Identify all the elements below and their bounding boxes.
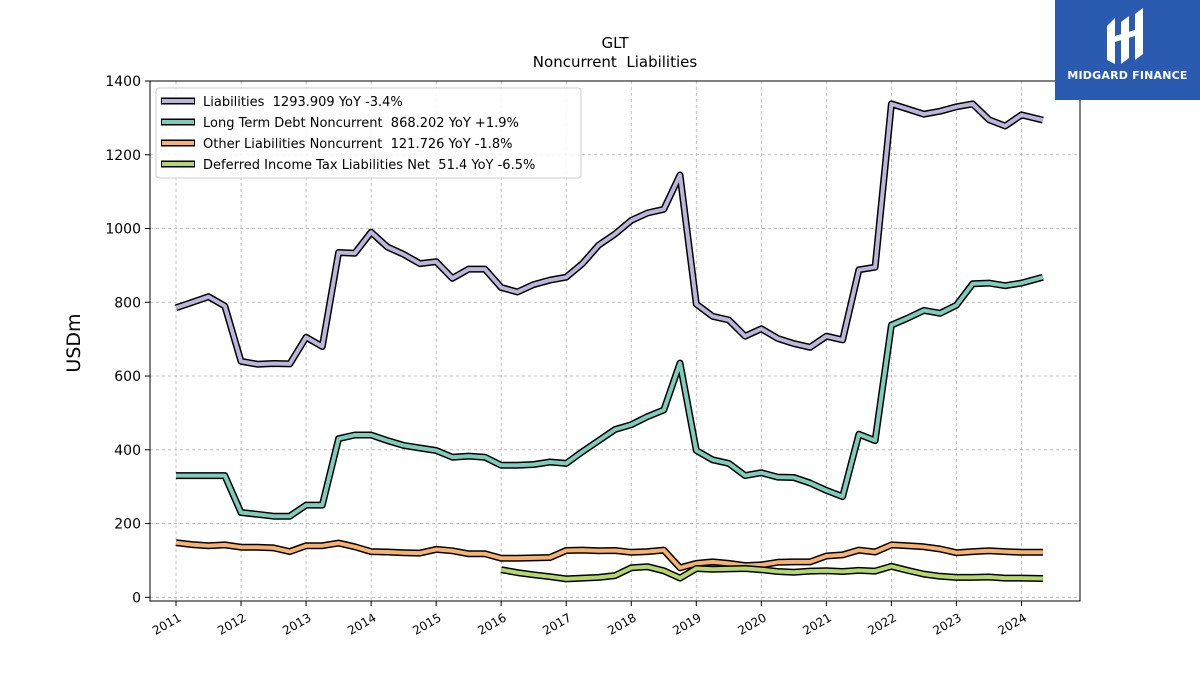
legend-label: Other Liabilities Noncurrent 121.726 YoY… <box>203 137 513 152</box>
legend: Liabilities 1293.909 YoY -3.4% Long Term … <box>155 87 582 179</box>
chart-title: GLT <box>601 34 629 52</box>
x-tick-label: 2024 <box>996 610 1029 637</box>
series-line-1 <box>175 101 1044 367</box>
x-tick-label: 2020 <box>735 610 768 637</box>
x-tick-label: 2022 <box>865 610 898 637</box>
logo-text: MIDGARD FINANCE <box>1067 69 1188 82</box>
y-tick-label: 0 <box>132 590 141 606</box>
series-lines <box>174 100 1044 583</box>
brand-logo: MIDGARD FINANCE <box>1055 0 1200 100</box>
series-line-3 <box>175 540 1043 570</box>
y-tick-label: 1200 <box>105 148 141 164</box>
x-tick-label: 2023 <box>930 610 963 637</box>
legend-label: Long Term Debt Noncurrent 868.202 YoY +1… <box>203 116 519 131</box>
plot-frame <box>149 80 1081 602</box>
legend-box <box>155 87 582 179</box>
x-tick-label: 2014 <box>345 610 378 637</box>
y-tick-label: 200 <box>114 517 141 533</box>
legend-label: Deferred Income Tax Liabilities Net 51.4… <box>203 158 535 173</box>
y-tick-label: 400 <box>114 443 141 459</box>
y-ticks: 0 200 400 600 800 1000 1200 1400 <box>105 74 150 606</box>
legend-label: Liabilities 1293.909 YoY -3.4% <box>203 95 403 110</box>
series-line-2 <box>176 275 1044 519</box>
y-tick-label: 600 <box>114 369 141 385</box>
series-line-4 <box>500 564 1043 581</box>
x-tick-label: 2018 <box>605 610 638 637</box>
x-ticks: 2011 2012 2013 2014 2015 2016 2017 2018 2019 2020… <box>150 601 1029 638</box>
y-tick-label: 800 <box>114 295 141 311</box>
x-tick-label: 2011 <box>150 610 183 637</box>
series-outline-2 <box>176 273 1044 520</box>
x-tick-label: 2013 <box>280 610 313 637</box>
y-tick-label: 1000 <box>105 222 141 238</box>
chart-subtitle: Noncurrent Liabilities <box>533 53 698 71</box>
logo-mark-icon <box>1107 8 1143 64</box>
y-axis-label: USDm <box>63 313 85 372</box>
x-tick-label: 2012 <box>215 610 248 637</box>
x-tick-label: 2016 <box>475 610 508 637</box>
x-tick-label: 2021 <box>800 610 833 637</box>
x-tick-label: 2019 <box>670 610 703 637</box>
x-tick-label: 2015 <box>410 610 443 637</box>
x-tick-label: 2017 <box>540 610 573 637</box>
y-tick-label: 1400 <box>105 74 141 90</box>
